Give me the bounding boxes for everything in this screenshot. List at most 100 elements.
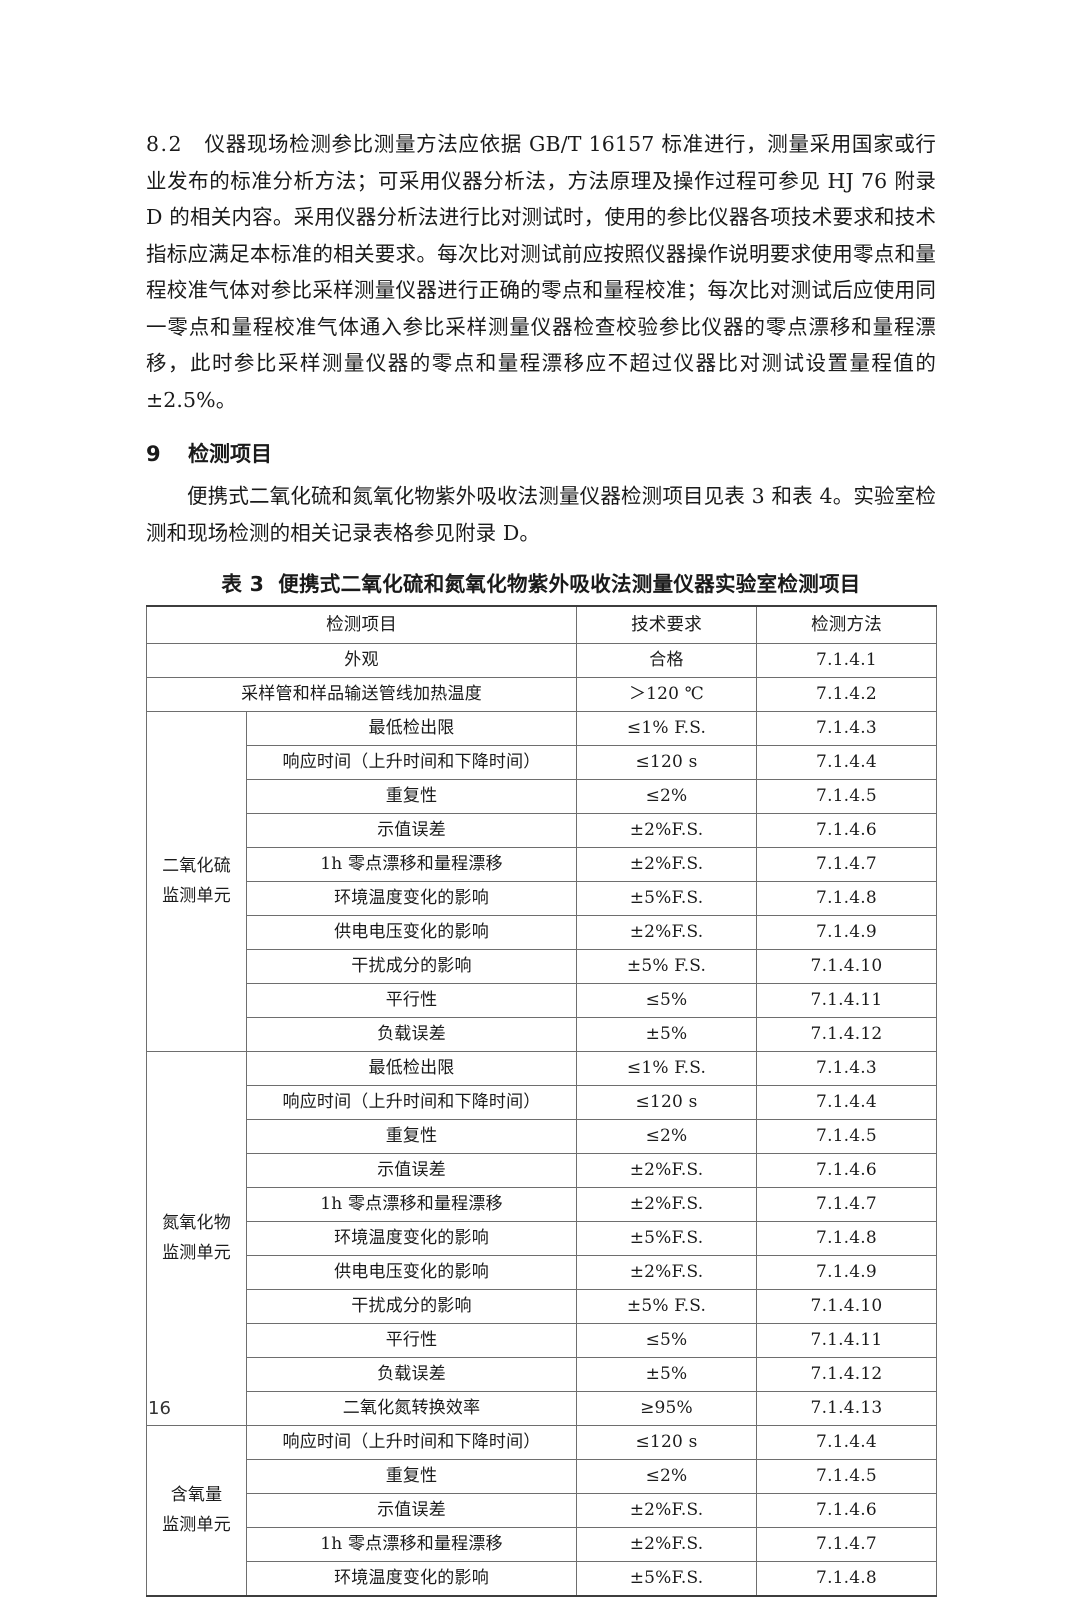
cell-detection-method: 7.1.4.7 xyxy=(756,1527,937,1562)
cell-detection-method: 7.1.4.2 xyxy=(756,677,937,712)
cell-technical-requirement: ≤120 s xyxy=(576,1085,757,1120)
table-row: 重复性 ≤2% 7.1.4.5 xyxy=(147,1459,937,1494)
table-row: 环境温度变化的影响 ±5%F.S. 7.1.4.8 xyxy=(147,1561,937,1597)
cell-technical-requirement: ≤120 s xyxy=(576,1425,757,1460)
cell-technical-requirement: ±2%F.S. xyxy=(576,915,757,950)
cell-detection-item: 干扰成分的影响 xyxy=(246,1289,577,1324)
table-row: 环境温度变化的影响 ±5%F.S. 7.1.4.8 xyxy=(147,881,937,916)
cell-detection-method: 7.1.4.7 xyxy=(756,1187,937,1222)
cell-monitoring-unit: 氮氧化物 监测单元 xyxy=(146,1051,247,1426)
monitoring-unit-line1: 含氧量 xyxy=(170,1484,223,1505)
cell-detection-method: 7.1.4.4 xyxy=(756,1425,937,1460)
cell-technical-requirement: 合格 xyxy=(576,643,757,678)
cell-detection-item: 环境温度变化的影响 xyxy=(246,881,577,916)
table-row: 含氧量 监测单元 响应时间（上升时间和下降时间） ≤120 s 7.1.4.4 xyxy=(146,1425,937,1597)
cell-detection-method: 7.1.4.8 xyxy=(756,1221,937,1256)
cell-detection-item: 环境温度变化的影响 xyxy=(246,1221,577,1256)
cell-detection-method: 7.1.4.6 xyxy=(756,813,937,848)
cell-detection-item: 响应时间（上升时间和下降时间） xyxy=(246,1085,577,1120)
section-9-title: 检测项目 xyxy=(188,442,272,466)
monitoring-unit-line1: 氮氧化物 xyxy=(162,1212,231,1233)
monitoring-unit-line2: 监测单元 xyxy=(162,1514,231,1535)
table-row: 供电电压变化的影响 ±2%F.S. 7.1.4.9 xyxy=(147,915,937,950)
cell-detection-item: 1h 零点漂移和量程漂移 xyxy=(246,1187,577,1222)
cell-detection-item: 响应时间（上升时间和下降时间） xyxy=(246,1425,577,1460)
cell-technical-requirement: ±2%F.S. xyxy=(576,1493,757,1528)
cell-monitoring-unit: 二氧化硫 监测单元 xyxy=(146,711,247,1052)
table-row: 二氧化硫 监测单元 最低检出限 ≤1% F.S. 7.1.4.3 xyxy=(146,711,937,1052)
cell-technical-requirement: ±5% xyxy=(576,1357,757,1392)
cell-detection-method: 7.1.4.3 xyxy=(756,1051,937,1086)
table-row: 负载误差 ±5% 7.1.4.12 xyxy=(147,1357,937,1392)
cell-technical-requirement: ≤1% F.S. xyxy=(576,711,757,746)
cell-detection-item: 供电电压变化的影响 xyxy=(246,1255,577,1290)
table3-caption-number: 表 3 xyxy=(221,572,265,596)
cell-detection-method: 7.1.4.5 xyxy=(756,1459,937,1494)
table-row: 采样管和样品输送管线加热温度 ＞120 ℃ 7.1.4.2 xyxy=(146,677,937,712)
cell-detection-method: 7.1.4.11 xyxy=(756,983,937,1018)
cell-detection-item: 负载误差 xyxy=(246,1017,577,1052)
cell-technical-requirement: ≤1% F.S. xyxy=(576,1051,757,1086)
cell-technical-requirement: ±5%F.S. xyxy=(576,1221,757,1256)
cell-detection-item: 干扰成分的影响 xyxy=(246,949,577,984)
cell-detection-method: 7.1.4.6 xyxy=(756,1493,937,1528)
cell-detection-item: 二氧化氮转换效率 xyxy=(246,1391,577,1426)
cell-technical-requirement: ±2%F.S. xyxy=(576,813,757,848)
cell-detection-item: 示值误差 xyxy=(246,1493,577,1528)
table-row: 响应时间（上升时间和下降时间） ≤120 s 7.1.4.4 xyxy=(147,745,937,780)
cell-detection-item: 示值误差 xyxy=(246,1153,577,1188)
table-row: 平行性 ≤5% 7.1.4.11 xyxy=(147,983,937,1018)
section-9-paragraph: 便携式二氧化硫和氮氧化物紫外吸收法测量仪器检测项目见表 3 和表 4。实验室检测… xyxy=(146,484,936,545)
clause-8-2-paragraph: 8.2 仪器现场检测参比测量方法应依据 GB/T 16157 标准进行，测量采用国… xyxy=(146,126,936,418)
cell-detection-item: 重复性 xyxy=(246,1459,577,1494)
cell-detection-item: 平行性 xyxy=(246,983,577,1018)
cell-detection-method: 7.1.4.9 xyxy=(756,915,937,950)
table-row: 平行性 ≤5% 7.1.4.11 xyxy=(147,1323,937,1358)
cell-detection-item: 采样管和样品输送管线加热温度 xyxy=(146,677,577,712)
table3-head: 检测项目 技术要求 检测方法 xyxy=(146,605,937,644)
cell-detection-method: 7.1.4.9 xyxy=(756,1255,937,1290)
cell-detection-item: 平行性 xyxy=(246,1323,577,1358)
section-9-heading: 9 检测项目 xyxy=(146,436,936,472)
monitoring-unit-line2: 监测单元 xyxy=(162,885,231,906)
table-row: 供电电压变化的影响 ±2%F.S. 7.1.4.9 xyxy=(147,1255,937,1290)
table-row: 示值误差 ±2%F.S. 7.1.4.6 xyxy=(147,1153,937,1188)
cell-technical-requirement: ≤5% xyxy=(576,1323,757,1358)
table3-caption: 表 3 便携式二氧化硫和氮氧化物紫外吸收法测量仪器实验室检测项目 xyxy=(146,567,936,597)
table-header-row: 检测项目 技术要求 检测方法 xyxy=(146,605,937,644)
cell-technical-requirement: ≥95% xyxy=(576,1391,757,1426)
cell-detection-method: 7.1.4.6 xyxy=(756,1153,937,1188)
cell-technical-requirement: ±5%F.S. xyxy=(576,881,757,916)
cell-technical-requirement: ±2%F.S. xyxy=(576,1527,757,1562)
table-row: 干扰成分的影响 ±5% F.S. 7.1.4.10 xyxy=(147,949,937,984)
table-row: 外观 合格 7.1.4.1 xyxy=(146,643,937,678)
cell-detection-method: 7.1.4.3 xyxy=(756,711,937,746)
cell-detection-item: 最低检出限 xyxy=(246,711,577,746)
cell-detection-method: 7.1.4.11 xyxy=(756,1323,937,1358)
table-row: 干扰成分的影响 ±5% F.S. 7.1.4.10 xyxy=(147,1289,937,1324)
cell-detection-item: 负载误差 xyxy=(246,1357,577,1392)
header-technical-requirement: 技术要求 xyxy=(576,605,757,644)
cell-technical-requirement: ±2%F.S. xyxy=(576,847,757,882)
cell-detection-item: 1h 零点漂移和量程漂移 xyxy=(246,847,577,882)
cell-technical-requirement: ＞120 ℃ xyxy=(576,677,757,712)
cell-technical-requirement: ±5% F.S. xyxy=(576,1289,757,1324)
cell-detection-method: 7.1.4.10 xyxy=(756,949,937,984)
table3-caption-title: 便携式二氧化硫和氮氧化物紫外吸收法测量仪器实验室检测项目 xyxy=(278,572,861,596)
header-detection-item: 检测项目 xyxy=(146,605,577,644)
monitoring-unit-line1: 二氧化硫 xyxy=(162,855,231,876)
section-9-number: 9 xyxy=(146,442,161,466)
cell-detection-method: 7.1.4.8 xyxy=(756,881,937,916)
table-row: 重复性 ≤2% 7.1.4.5 xyxy=(147,1119,937,1154)
cell-monitoring-unit: 含氧量 监测单元 xyxy=(146,1425,247,1597)
cell-detection-item: 外观 xyxy=(146,643,577,678)
clause-8-2-text: 仪器现场检测参比测量方法应依据 GB/T 16157 标准进行，测量采用国家或行… xyxy=(146,132,936,412)
cell-detection-method: 7.1.4.5 xyxy=(756,779,937,814)
cell-detection-method: 7.1.4.4 xyxy=(756,745,937,780)
table-row: 环境温度变化的影响 ±5%F.S. 7.1.4.8 xyxy=(147,1221,937,1256)
cell-detection-item: 1h 零点漂移和量程漂移 xyxy=(246,1527,577,1562)
table3-detection-items: 检测项目 技术要求 检测方法 外观 合格 7.1.4.1 采样管和样品输送管线加热温度… xyxy=(146,605,937,1597)
cell-detection-item: 环境温度变化的影响 xyxy=(246,1561,577,1597)
header-detection-method: 检测方法 xyxy=(756,605,937,644)
table-row: 示值误差 ±2%F.S. 7.1.4.6 xyxy=(147,813,937,848)
